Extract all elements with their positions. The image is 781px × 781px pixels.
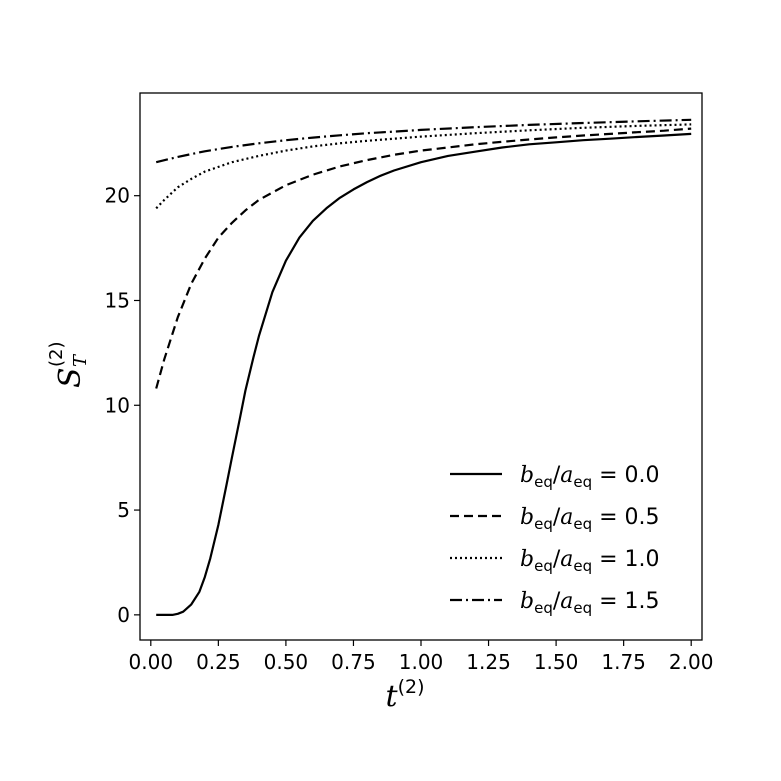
- series-line-1: [155, 127, 692, 389]
- legend-label-2: beq/aeq = 1.0: [520, 547, 660, 575]
- legend-label-1: beq/aeq = 0.5: [520, 505, 660, 533]
- x-tick-label: 1.50: [534, 650, 579, 674]
- x-tick-label: 2.00: [669, 650, 714, 674]
- x-tick-label: 1.25: [466, 650, 511, 674]
- y-tick-label: 0: [117, 603, 130, 627]
- y-axis-label-sub: T: [70, 353, 91, 367]
- x-tick-label: 1.75: [601, 650, 646, 674]
- y-tick-label: 20: [105, 184, 130, 208]
- x-tick-label: 0.50: [264, 650, 309, 674]
- x-tick-label: 0.75: [331, 650, 376, 674]
- x-tick-label: 1.00: [399, 650, 444, 674]
- y-axis-label-sup: (2): [46, 342, 67, 368]
- y-axis-ticks: 0 5 10 15 20: [105, 184, 140, 627]
- series-line-3: [155, 118, 692, 164]
- x-axis-label-sup: (2): [398, 676, 425, 698]
- series-line-2: [155, 123, 692, 210]
- legend-label-3: beq/aeq = 1.5: [520, 589, 660, 617]
- legend-label-0: beq/aeq = 0.0: [520, 463, 660, 491]
- x-axis-label: t(2): [386, 676, 425, 714]
- y-tick-label: 10: [105, 393, 130, 417]
- series-line-0: [156, 132, 692, 617]
- y-tick-label: 5: [117, 498, 130, 522]
- x-tick-label: 0.00: [129, 650, 174, 674]
- series-layer: [155, 118, 692, 617]
- x-axis-ticks: 0.00 0.25 0.50 0.75 1.00 1.25 1.50 1.75 2.00: [129, 640, 714, 674]
- y-tick-label: 15: [105, 288, 130, 312]
- x-axis-label-main: t: [386, 679, 399, 714]
- legend: beq/aeq = 0.0 beq/aeq = 0.5 beq/aeq = 1.0 b…: [450, 463, 660, 617]
- y-axis-label: S (2) T: [46, 342, 91, 389]
- x-tick-label: 0.25: [196, 650, 241, 674]
- y-axis-label-main: S: [53, 367, 88, 388]
